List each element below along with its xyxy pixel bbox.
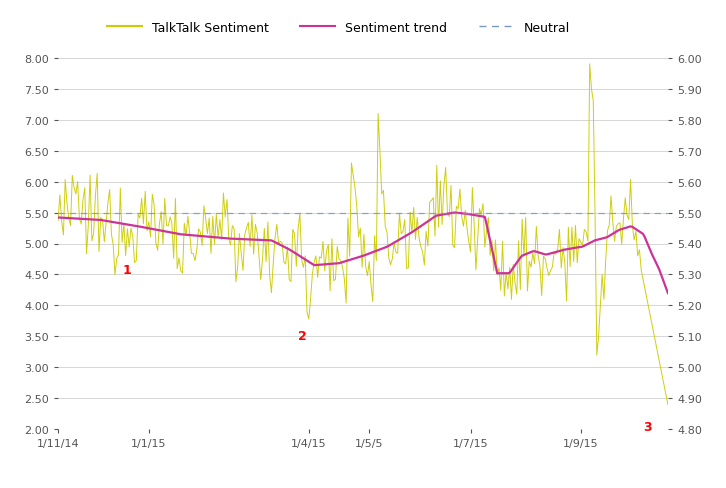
Text: 3: 3	[643, 420, 652, 433]
Text: 1: 1	[122, 264, 131, 276]
Text: 2: 2	[298, 329, 307, 342]
Legend: TalkTalk Sentiment, Sentiment trend, Neutral: TalkTalk Sentiment, Sentiment trend, Neu…	[102, 17, 575, 40]
